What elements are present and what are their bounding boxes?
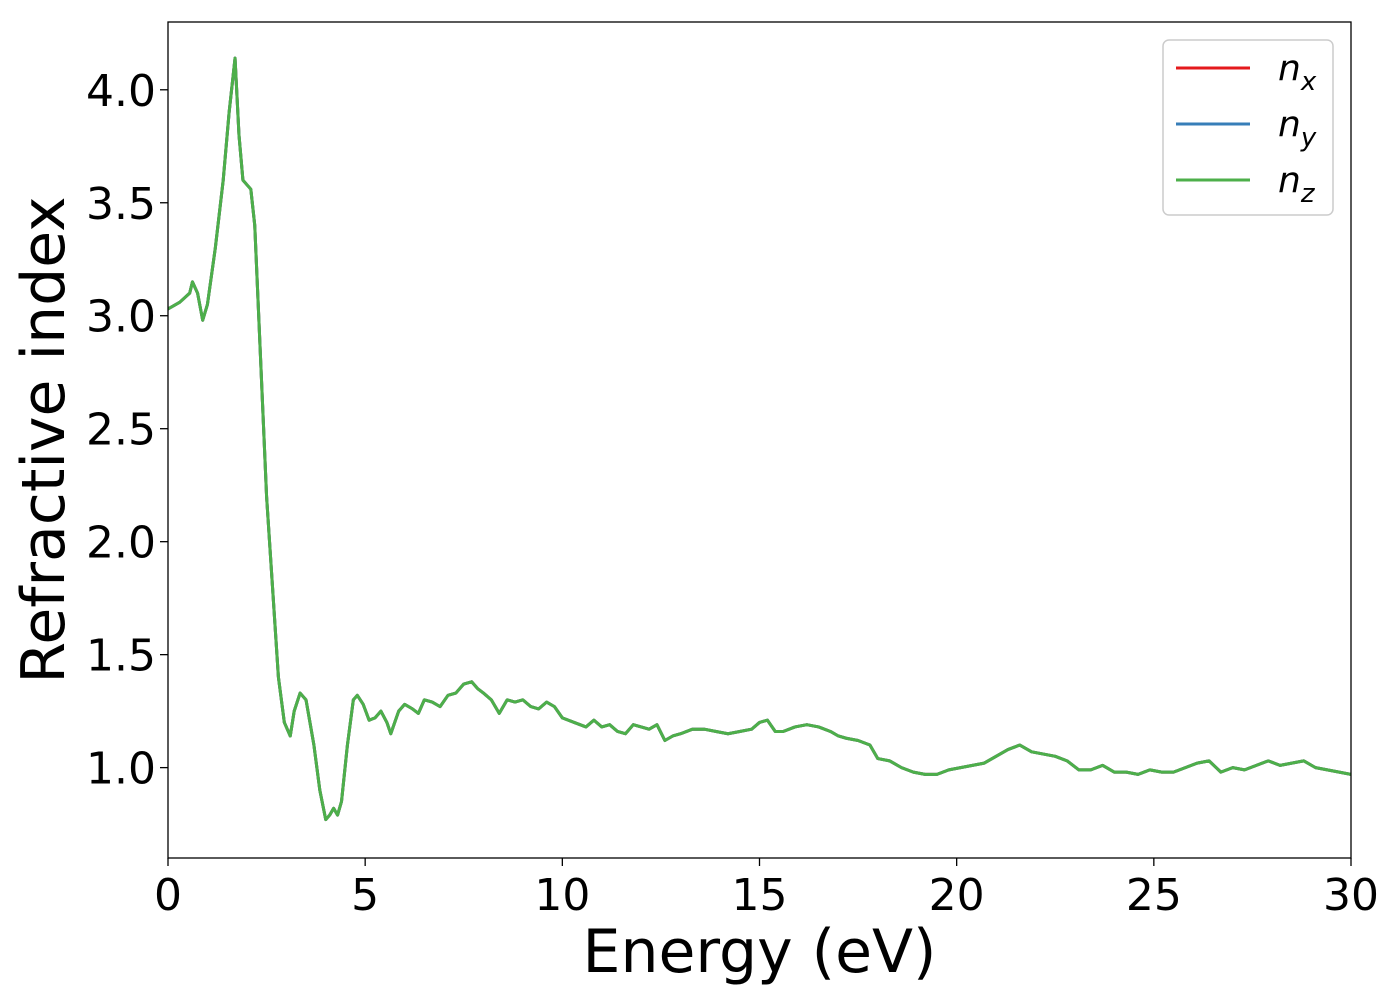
x-axis-title: Energy (eV) xyxy=(583,917,937,987)
y-tick-label: 2.5 xyxy=(86,405,156,456)
x-tick-label: 15 xyxy=(732,870,788,921)
y-tick-label: 3.5 xyxy=(86,179,156,230)
y-axis-title: Refractive index xyxy=(9,196,79,683)
plot-content xyxy=(168,56,1351,822)
legend-label-nz: nz xyxy=(1278,160,1316,209)
x-tick-label: 25 xyxy=(1126,870,1182,921)
x-tick-label: 10 xyxy=(534,870,590,921)
x-axis-ticks: 0 5 10 15 20 25 30 xyxy=(154,858,1379,921)
legend-label-nx: nx xyxy=(1278,48,1317,97)
legend-box xyxy=(1162,39,1334,216)
y-tick-label: 3.0 xyxy=(86,292,156,343)
legend-label-ny: ny xyxy=(1278,104,1317,153)
x-tick-label: 5 xyxy=(351,870,379,921)
y-tick-label: 1.0 xyxy=(86,744,156,795)
y-tick-label: 1.5 xyxy=(86,631,156,682)
y-axis-ticks: 1.0 1.5 2.0 2.5 3.0 3.5 4.0 xyxy=(86,66,168,795)
y-tick-label: 4.0 xyxy=(86,66,156,117)
legend: nx ny nz xyxy=(1162,39,1334,216)
series-line-nz xyxy=(168,56,1351,822)
x-tick-label: 30 xyxy=(1323,870,1379,921)
x-tick-label: 20 xyxy=(929,870,985,921)
y-tick-label: 2.0 xyxy=(86,518,156,569)
x-tick-label: 0 xyxy=(154,870,182,921)
